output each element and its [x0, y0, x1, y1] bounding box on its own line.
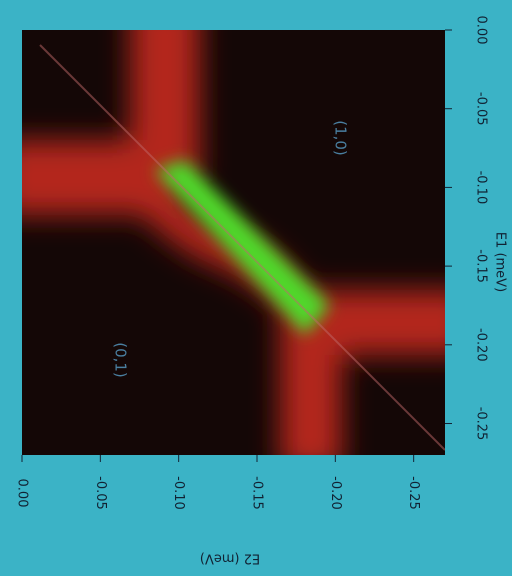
y-tick-label: -0.20: [474, 328, 489, 362]
y-tick-label: -0.05: [474, 92, 489, 126]
x-tick-label: -0.15: [250, 476, 265, 510]
x-tick-label: -0.05: [93, 476, 108, 510]
y-tick-label: -0.10: [474, 171, 489, 205]
annotation: (1,0): [332, 120, 350, 156]
x-axis-title: E2 (meV): [200, 551, 260, 566]
annotation: (0,1): [112, 342, 130, 378]
x-tick-label: -0.20: [328, 476, 343, 510]
y-axis-title: E1 (meV): [493, 232, 508, 292]
y-tick-label: -0.15: [474, 249, 489, 283]
page: {"chart_data": {"type": "heatmap", "xlab…: [0, 0, 512, 576]
x-tick-label: -0.25: [406, 476, 421, 510]
x-tick-label: 0.00: [15, 479, 30, 508]
y-tick-label: -0.25: [474, 407, 489, 441]
y-tick-label: 0.00: [474, 16, 489, 45]
x-tick-label: -0.10: [171, 476, 186, 510]
chart: (1,0) (0,1) E1 (meV) E2 (meV) 0.00 -0.05 -…: [0, 0, 512, 576]
